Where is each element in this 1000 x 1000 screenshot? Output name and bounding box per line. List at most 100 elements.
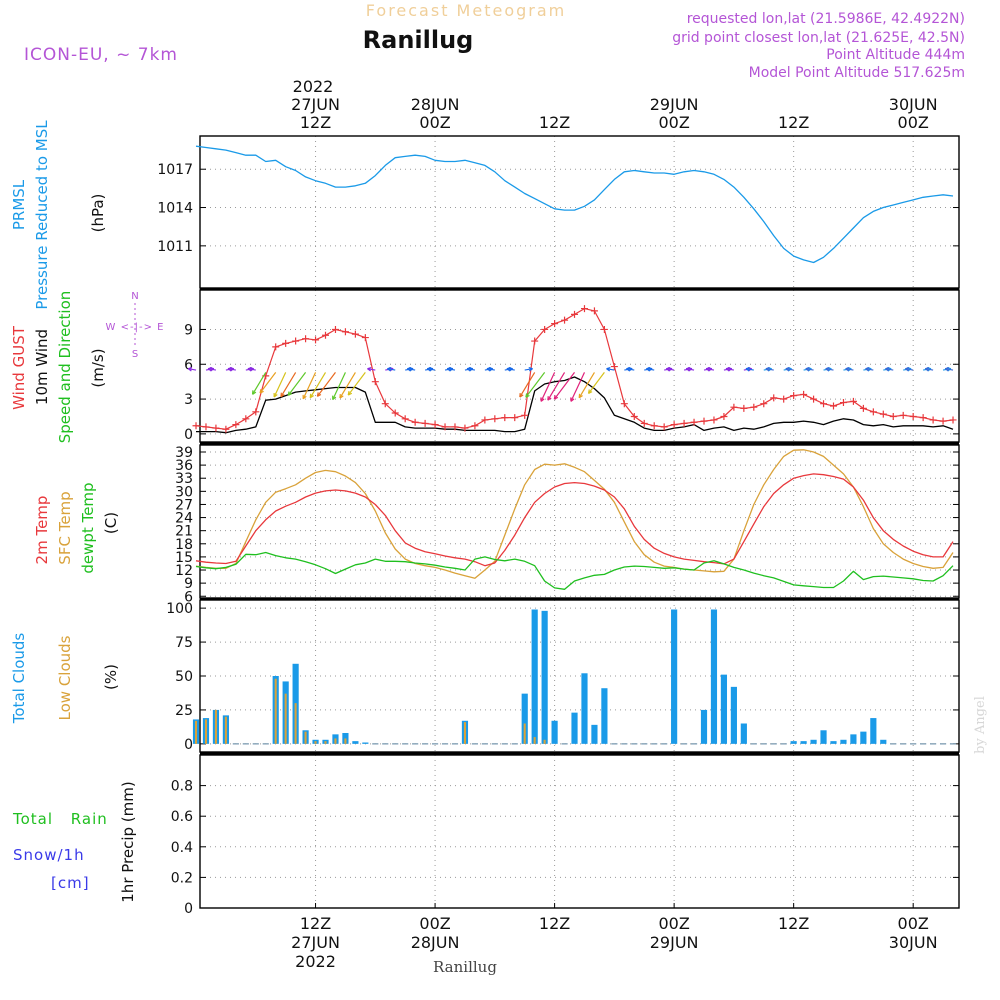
gust-marker — [322, 331, 330, 339]
wind-direction-arrow — [347, 372, 366, 396]
gust-marker — [949, 416, 957, 424]
gust-marker — [451, 423, 459, 431]
gust-marker — [481, 416, 489, 424]
gust-marker — [790, 392, 798, 400]
pressure-label-2: Pressure Reduced to MSL — [33, 120, 51, 310]
total-cloud-bar — [720, 674, 728, 744]
model-altitude: Model Point Altitude 517.625m — [749, 65, 965, 81]
low-cloud-bar — [314, 741, 317, 744]
total-cloud-bar — [581, 673, 588, 744]
wind-arrow-head — [347, 391, 353, 396]
point-altitude: Point Altitude 444m — [826, 47, 965, 63]
total-cloud-bar — [521, 693, 528, 744]
total-cloud-bar — [790, 741, 797, 744]
total-cloud-bar — [870, 718, 877, 744]
gust-marker — [571, 310, 579, 318]
sfc-temp-line — [195, 449, 954, 579]
requested-coords: requested lon,lat (21.5986E, 42.4922N) — [687, 11, 965, 27]
credit-watermark: by Angel — [973, 696, 988, 754]
total-cloud-bar — [591, 724, 598, 744]
low-cloud-bar — [274, 678, 277, 744]
wind-unit: (m/s) — [89, 348, 107, 387]
wind-arrow-head — [309, 393, 314, 399]
total-cloud-bar — [700, 709, 708, 744]
y-tick-label: 0 — [184, 737, 193, 753]
compass-s: S — [132, 349, 138, 360]
time-label-bottom: 12Z — [778, 914, 809, 933]
forecast-title: Forecast Meteogram — [366, 1, 566, 20]
time-label-top: 12Z — [539, 113, 570, 132]
y-tick-label: 18 — [175, 537, 193, 553]
time-label-top: 12Z — [300, 113, 331, 132]
y-tick-label: 39 — [175, 445, 193, 461]
wind-arrow-head — [446, 367, 452, 372]
total-cloud-bar — [730, 686, 737, 744]
gust-marker — [939, 417, 947, 425]
y-tick-label: 0.4 — [171, 840, 193, 856]
temp-unit: (C) — [102, 512, 120, 534]
y-tick-label: 0 — [184, 901, 193, 917]
gust-marker — [312, 336, 320, 344]
wind-arrow-head — [765, 367, 770, 372]
low-cloud-bar — [543, 739, 546, 744]
time-date-top: 30JUN — [889, 95, 938, 114]
gust-marker — [620, 400, 628, 408]
snow-unit: [cm] — [51, 874, 90, 892]
grid-point-coords: grid point closest lon,lat (21.625E, 42.… — [672, 30, 965, 46]
station-title: Ranillug — [363, 26, 474, 54]
wind-arrow-head — [825, 367, 830, 372]
wind-arrow-head — [547, 396, 552, 401]
total-rain-label: Total Rain — [12, 810, 108, 828]
time-year-bottom: 2022 — [295, 952, 336, 971]
wind-direction-arrow — [273, 372, 287, 398]
time-label-bottom: 12Z — [300, 914, 331, 933]
model-label: ICON-EU, ~ 7km — [24, 45, 178, 65]
y-tick-label: 25 — [175, 703, 193, 719]
y-tick-label: 6 — [184, 357, 193, 373]
gust-marker — [650, 422, 658, 430]
wind-arrow-head — [386, 367, 392, 372]
wind-arrow-head — [302, 394, 307, 400]
gust-marker — [551, 320, 559, 328]
y-tick-label: 50 — [175, 669, 193, 685]
total-cloud-bar — [671, 609, 678, 744]
gust-marker — [909, 412, 917, 420]
sfc-label: SFC Temp — [56, 491, 74, 564]
wind-arrow-head — [528, 367, 533, 372]
gust-marker — [192, 422, 200, 430]
low-cloud-bar — [194, 720, 198, 744]
gust-marker — [242, 415, 250, 423]
gust-marker — [491, 415, 499, 423]
gust-marker — [690, 418, 698, 426]
wind-arrow-head — [924, 367, 930, 372]
low-cloud-bar — [304, 731, 307, 744]
gust-marker — [710, 416, 718, 424]
wind-arrow-head — [426, 367, 432, 372]
wind-arrow-head — [506, 367, 511, 372]
wind-arrow-head — [845, 367, 850, 372]
temp2m-label: 2m Temp — [33, 496, 51, 565]
wind-arrow-head — [259, 389, 264, 394]
gust-marker — [361, 334, 369, 342]
wind-direction-arrow — [302, 372, 317, 400]
y-tick-label: 0.6 — [171, 809, 193, 825]
plot-layer: 1011101410170369691215182124273033363902… — [157, 95, 960, 971]
gust-marker — [302, 335, 310, 343]
wind-direction-arrow — [540, 372, 556, 402]
panel-frame — [199, 135, 960, 289]
dewpt-label: dewpt Temp — [79, 482, 97, 573]
low-clouds-label: Low Clouds — [56, 635, 74, 720]
total-cloud-bar — [840, 739, 847, 744]
gust-marker — [232, 421, 240, 429]
gust-marker — [371, 378, 379, 386]
y-tick-label: 12 — [175, 563, 193, 579]
wind-arrow-head — [606, 367, 611, 372]
wind-direction-arrow — [252, 372, 267, 395]
footer-station: Ranillug — [433, 958, 497, 976]
gust-label: Wind GUST — [10, 325, 28, 410]
gust-marker — [849, 397, 857, 405]
gust-marker — [381, 400, 389, 408]
wind-arrow-head — [944, 367, 950, 372]
total-cloud-bar — [710, 609, 718, 744]
